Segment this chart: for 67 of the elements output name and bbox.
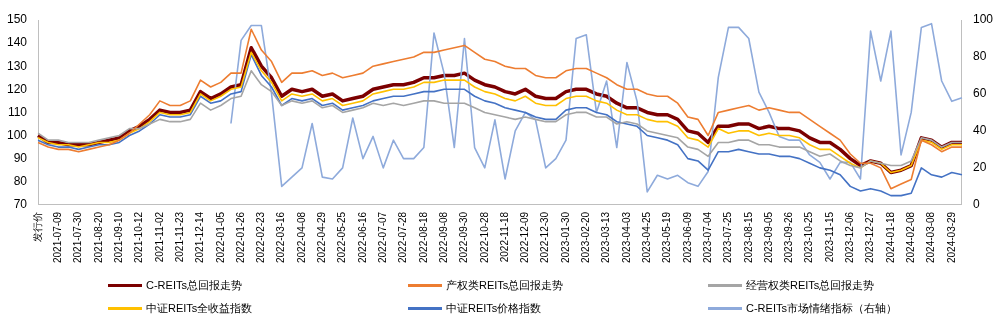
x-tick-label: 2023-10-25 [803, 211, 815, 263]
x-tick-label: 2022-06-16 [356, 211, 368, 263]
x-tick-label: 2023-09-26 [783, 211, 795, 263]
x-tick-label: 2023-04-25 [640, 211, 652, 263]
x-tick-label: 2022-12-09 [519, 211, 531, 263]
y-tick-label: 70 [13, 197, 28, 212]
y-tick-label: 150 [6, 12, 28, 27]
x-tick-label: 2024-03-08 [925, 211, 937, 263]
y2-tick-label: 0 [972, 197, 980, 212]
legend-label: C-REITs总回报走势 [146, 278, 242, 293]
x-tick-label: 2023-09-05 [762, 211, 774, 263]
x-tick-label: 2021-11-02 [153, 211, 165, 263]
x-tick-label: 2024-01-18 [884, 211, 896, 263]
x-tick-label: 2022-08-18 [417, 211, 429, 263]
y-tick-label: 100 [6, 127, 28, 142]
x-tick-label: 2023-07-25 [722, 211, 734, 263]
y2-tick-label: 20 [972, 160, 987, 175]
legend-label: 经营权类REITs总回报走势 [746, 278, 875, 293]
x-tick-label: 2021-12-14 [194, 211, 206, 263]
x-tick-label: 2022-05-25 [336, 211, 348, 263]
y2-tick-label: 80 [972, 49, 987, 64]
y-tick-label: 110 [7, 104, 28, 119]
legend-label: 中证REITs全收益指数 [146, 301, 253, 316]
x-tick-label: 2023-04-03 [620, 211, 632, 263]
y-tick-label: 90 [13, 150, 28, 165]
x-tick-label: 2022-02-23 [255, 211, 267, 263]
legend-label: 中证REITs价格指数 [446, 301, 542, 316]
y2-tick-label: 40 [972, 123, 987, 138]
y-tick-label: 140 [6, 35, 28, 50]
x-tick-label: 2024-02-08 [904, 211, 916, 263]
x-tick-label: 2022-04-08 [295, 211, 307, 263]
y2-tick-label: 60 [972, 86, 987, 101]
x-tick-label: 2021-08-20 [92, 211, 104, 263]
y2-tick-label: 100 [972, 12, 994, 27]
x-tick-label: 2022-12-30 [539, 211, 551, 263]
x-tick-label: 2023-08-15 [742, 211, 754, 263]
x-tick-label: 2022-09-08 [437, 211, 449, 263]
x-tick-label: 2022-01-26 [234, 211, 246, 263]
x-tick-label: 2022-03-16 [275, 211, 287, 263]
x-tick-label: 2022-01-05 [214, 211, 226, 263]
x-tick-label: 2022-11-18 [498, 211, 510, 263]
x-tick-label: 2023-05-19 [661, 211, 673, 263]
x-tick-label: 2021-09-10 [113, 211, 124, 263]
x-tick-label: 2022-09-30 [458, 211, 470, 263]
x-tick-label: 2023-12-06 [844, 211, 856, 263]
x-tick-label: 2023-03-13 [600, 211, 612, 263]
x-tick-label: 2023-01-30 [559, 211, 571, 263]
y-tick-label: 80 [13, 174, 28, 189]
x-tick-label: 2021-07-09 [52, 211, 64, 263]
x-tick-label: 2023-06-09 [681, 211, 693, 263]
y-tick-label: 120 [6, 81, 28, 96]
x-tick-label: 2022-07-07 [376, 211, 388, 263]
y-tick-label: 130 [6, 58, 28, 73]
x-tick-label: 2023-11-15 [823, 211, 835, 263]
x-tick-label: 2021-11-23 [173, 211, 185, 263]
x-tick-label: 2021-07-30 [72, 211, 84, 263]
x-tick-label: 2022-07-28 [397, 211, 409, 263]
x-tick-label: 2021-10-12 [133, 211, 145, 263]
x-tick-label: 2023-12-27 [864, 211, 876, 263]
x-tick-label: 发行价 [31, 211, 43, 242]
x-tick-label: 2023-02-20 [580, 211, 592, 263]
legend-label: C-REITs市场情绪指标（右轴） [746, 301, 897, 316]
x-tick-label: 2024-03-29 [945, 211, 957, 263]
legend-label: 产权类REITs总回报走势 [446, 278, 564, 293]
x-tick-label: 2023-07-04 [701, 211, 713, 263]
x-tick-label: 2022-10-28 [478, 211, 490, 263]
x-tick-label: 2022-04-29 [316, 211, 328, 263]
